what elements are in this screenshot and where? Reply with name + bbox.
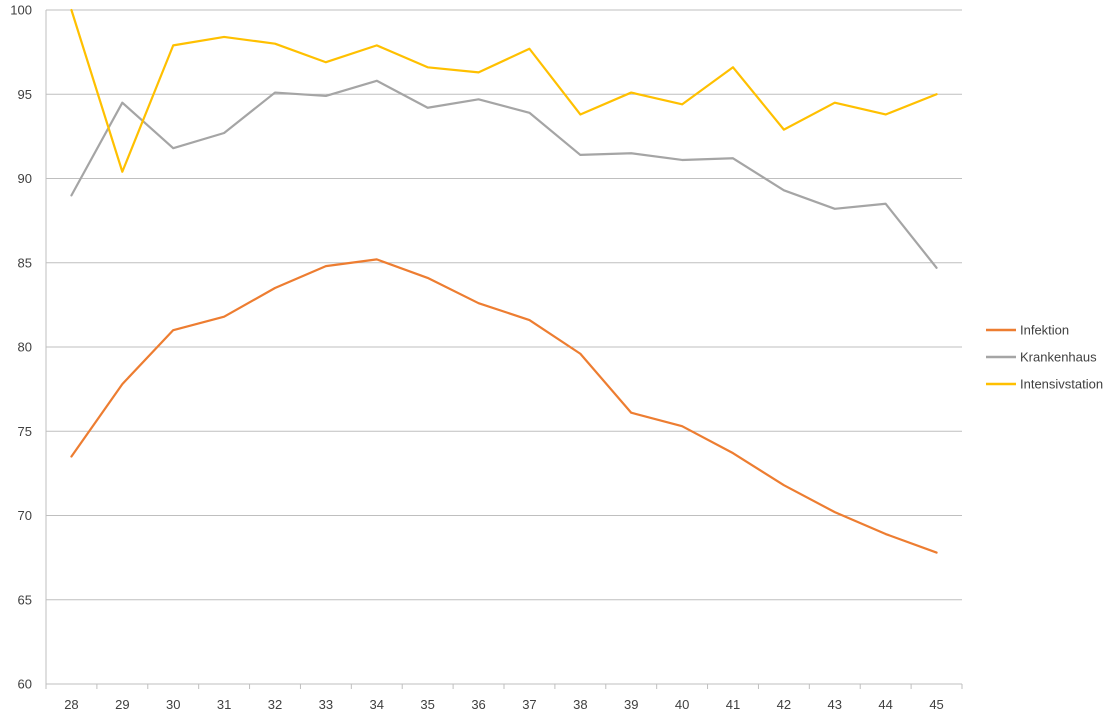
x-tick-label: 29: [115, 697, 129, 712]
x-tick-label: 44: [878, 697, 892, 712]
x-tick-label: 38: [573, 697, 587, 712]
legend: Infektion Krankenhaus Intensivstation: [986, 323, 1103, 392]
x-tick-label: 28: [64, 697, 78, 712]
y-tick-label: 70: [18, 508, 32, 523]
y-tick-label: 65: [18, 592, 32, 607]
y-tick-label: 95: [18, 87, 32, 102]
y-tick-label: 100: [10, 3, 32, 18]
x-tick-label: 31: [217, 697, 231, 712]
x-tick-label: 32: [268, 697, 282, 712]
legend-label-intensivstation: Intensivstation: [1020, 377, 1103, 392]
x-tick-label: 33: [319, 697, 333, 712]
x-tick-label: 30: [166, 697, 180, 712]
x-tick-label: 40: [675, 697, 689, 712]
x-tick-label: 37: [522, 697, 536, 712]
x-tick-label: 45: [929, 697, 943, 712]
y-tick-label: 80: [18, 340, 32, 355]
x-tick-label: 42: [777, 697, 791, 712]
y-tick-label: 90: [18, 171, 32, 186]
gridlines: [46, 9, 962, 685]
x-tick-label: 35: [420, 697, 434, 712]
x-tick-label: 36: [471, 697, 485, 712]
series-line-infektion: [70, 258, 938, 554]
x-tick-label: 43: [828, 697, 842, 712]
series-lines: [70, 8, 938, 554]
series-line-krankenhaus: [70, 79, 938, 269]
y-tick-label: 75: [18, 424, 32, 439]
legend-label-infektion: Infektion: [1020, 323, 1069, 338]
x-tick-label: 39: [624, 697, 638, 712]
legend-label-krankenhaus: Krankenhaus: [1020, 350, 1097, 365]
x-tick-label: 34: [370, 697, 384, 712]
series-line-intensivstation: [70, 8, 938, 173]
axes: 60 65 70 75 80 85 90 95 100 28 29 30 31 32 33 34 35 36 37 3…: [10, 3, 963, 712]
x-tick-label: 41: [726, 697, 740, 712]
y-tick-label: 85: [18, 255, 32, 270]
y-tick-label: 60: [18, 677, 32, 692]
